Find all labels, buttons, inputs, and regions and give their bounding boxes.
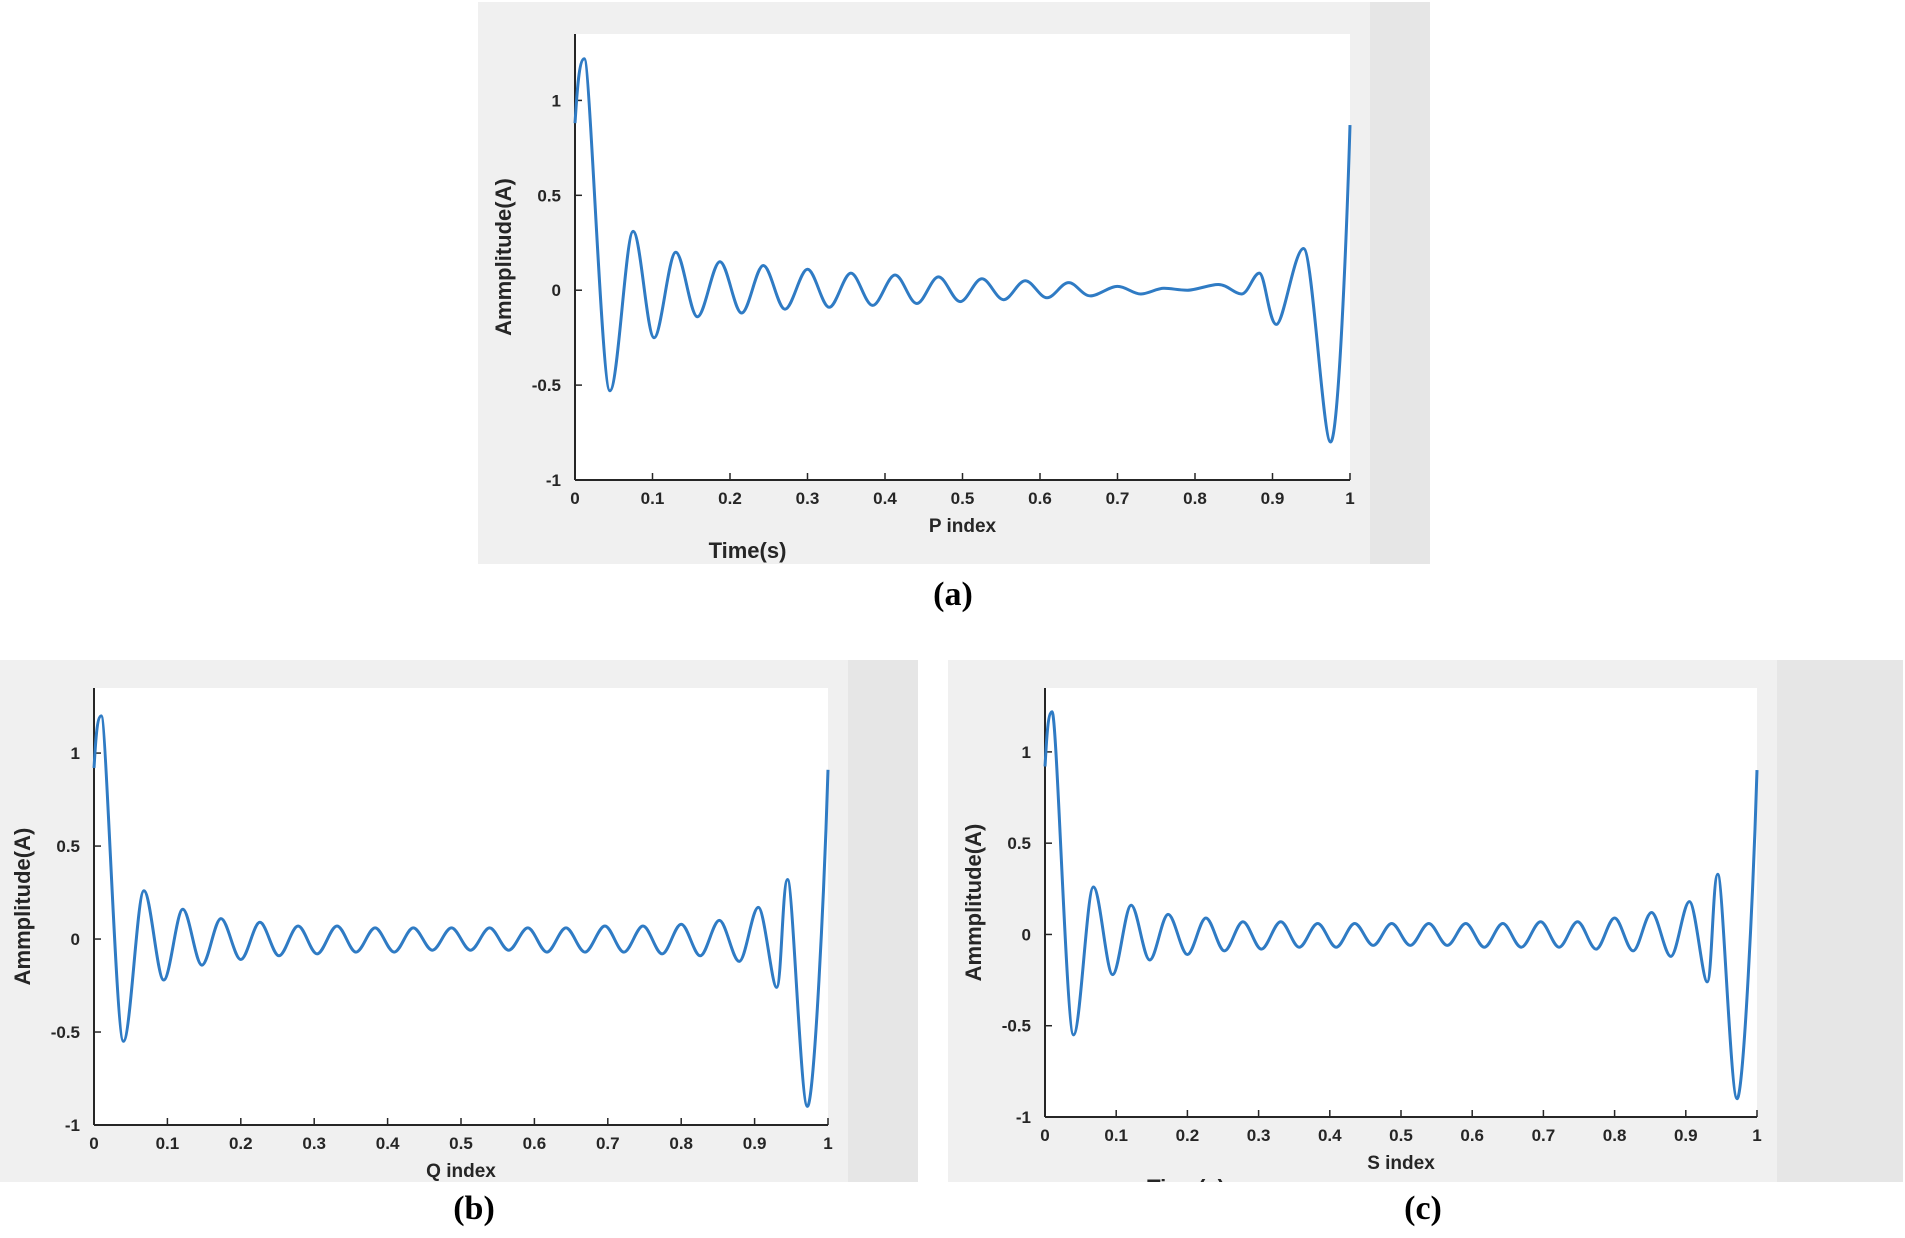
x-tick-label: 0.6 [1460, 1126, 1484, 1145]
y-tick-label: -0.5 [1002, 1017, 1031, 1036]
x-tick-label: 0 [89, 1134, 98, 1153]
series-line-c [1043, 710, 1759, 1101]
axes-background [575, 34, 1350, 480]
y-tick-label: 1 [1022, 743, 1031, 762]
x-tick-label: 0.2 [718, 489, 742, 508]
x-tick-label: 0.4 [376, 1134, 400, 1153]
x-axis-label-c: Time(s) [1147, 1175, 1225, 1182]
x-tick-label: 0.8 [1183, 489, 1207, 508]
y-tick-label: 0 [71, 930, 80, 949]
x-tick-label: 0.3 [796, 489, 820, 508]
x-tick-label: 0.7 [1532, 1126, 1556, 1145]
x-axis-label-a: Time(s) [709, 538, 787, 563]
caption-a: (a) [933, 576, 973, 613]
figure-side-band [848, 660, 918, 1182]
x-tick-label: 0.7 [1106, 489, 1130, 508]
x-tick-label: 0.5 [449, 1134, 473, 1153]
x-tick-label: 1 [823, 1134, 832, 1153]
chart-c-svg: 0 0.1 0.2 0.3 0.4 0.5 0.6 0.7 0.8 0.9 1 -1 -0.5 0 0.5 1… [948, 660, 1903, 1182]
y-tick-label: 0.5 [1007, 834, 1031, 853]
figure-side-band [1777, 660, 1903, 1182]
y-tick-label: -1 [546, 471, 561, 490]
x-tick-label: 0.3 [302, 1134, 326, 1153]
y-tick-label: 1 [552, 91, 561, 110]
y-tick-label: 0 [552, 281, 561, 300]
x-tick-label: 0.9 [1261, 489, 1285, 508]
y-tick-label: 0 [1022, 925, 1031, 944]
chart-panel-a: 0 0.1 0.2 0.3 0.4 0.5 0.6 0.7 0.8 0.9 1 -1 -0.5 0 0.5 1… [478, 2, 1430, 564]
x-tick-label: 0.4 [873, 489, 897, 508]
y-tick-label: 0.5 [56, 837, 80, 856]
chart-panel-c: 0 0.1 0.2 0.3 0.4 0.5 0.6 0.7 0.8 0.9 1 -1 -0.5 0 0.5 1… [948, 660, 1903, 1182]
index-label-b: Q index [426, 1161, 496, 1182]
y-axis-label-c: Ammplitude(A) [961, 824, 986, 982]
axes-background [94, 688, 828, 1125]
x-tick-label: 0.7 [596, 1134, 620, 1153]
caption-c: (c) [1404, 1190, 1442, 1227]
x-tick-label: 0.8 [1603, 1126, 1627, 1145]
x-tick-label: 0.6 [523, 1134, 547, 1153]
x-tick-label: 0.9 [1674, 1126, 1698, 1145]
x-tick-label: 0.2 [229, 1134, 253, 1153]
caption-b: (b) [453, 1190, 495, 1227]
x-tick-label: 1 [1752, 1126, 1761, 1145]
series-line-b [92, 714, 830, 1108]
series-line-a [573, 57, 1352, 444]
y-tick-label: -1 [65, 1116, 80, 1135]
x-tick-label: 0.2 [1176, 1126, 1200, 1145]
x-tick-label: 0.1 [641, 489, 665, 508]
x-tick-label: 0 [570, 489, 579, 508]
x-tick-label: 0 [1040, 1126, 1049, 1145]
x-tick-label: 0.8 [669, 1134, 693, 1153]
x-tick-label: 0.5 [951, 489, 975, 508]
x-tick-label: 0.1 [156, 1134, 180, 1153]
x-tick-label: 1 [1345, 489, 1354, 508]
y-tick-label: 0.5 [537, 186, 561, 205]
x-tick-label: 0.3 [1247, 1126, 1271, 1145]
y-tick-label: -1 [1016, 1108, 1031, 1127]
axes-background [1045, 688, 1757, 1117]
x-tick-label: 0.5 [1389, 1126, 1413, 1145]
y-axis-label-b: Ammplitude(A) [10, 828, 35, 986]
figure-side-band [1370, 2, 1430, 564]
y-tick-label: -0.5 [51, 1023, 80, 1042]
chart-panel-b: 0 0.1 0.2 0.3 0.4 0.5 0.6 0.7 0.8 0.9 1 -1 -0.5 0 0.5 1… [0, 660, 918, 1182]
x-tick-label: 0.6 [1028, 489, 1052, 508]
index-label-c: S index [1367, 1153, 1435, 1174]
x-tick-label: 0.9 [743, 1134, 767, 1153]
chart-a-svg: 0 0.1 0.2 0.3 0.4 0.5 0.6 0.7 0.8 0.9 1 -1 -0.5 0 0.5 1… [478, 2, 1430, 564]
index-label-a: P index [929, 516, 997, 537]
y-tick-label: -0.5 [532, 376, 561, 395]
x-tick-label: 0.4 [1318, 1126, 1342, 1145]
x-tick-label: 0.1 [1104, 1126, 1128, 1145]
y-tick-label: 1 [71, 744, 80, 763]
chart-b-svg: 0 0.1 0.2 0.3 0.4 0.5 0.6 0.7 0.8 0.9 1 -1 -0.5 0 0.5 1… [0, 660, 918, 1182]
y-axis-label-a: Ammplitude(A) [491, 178, 516, 336]
